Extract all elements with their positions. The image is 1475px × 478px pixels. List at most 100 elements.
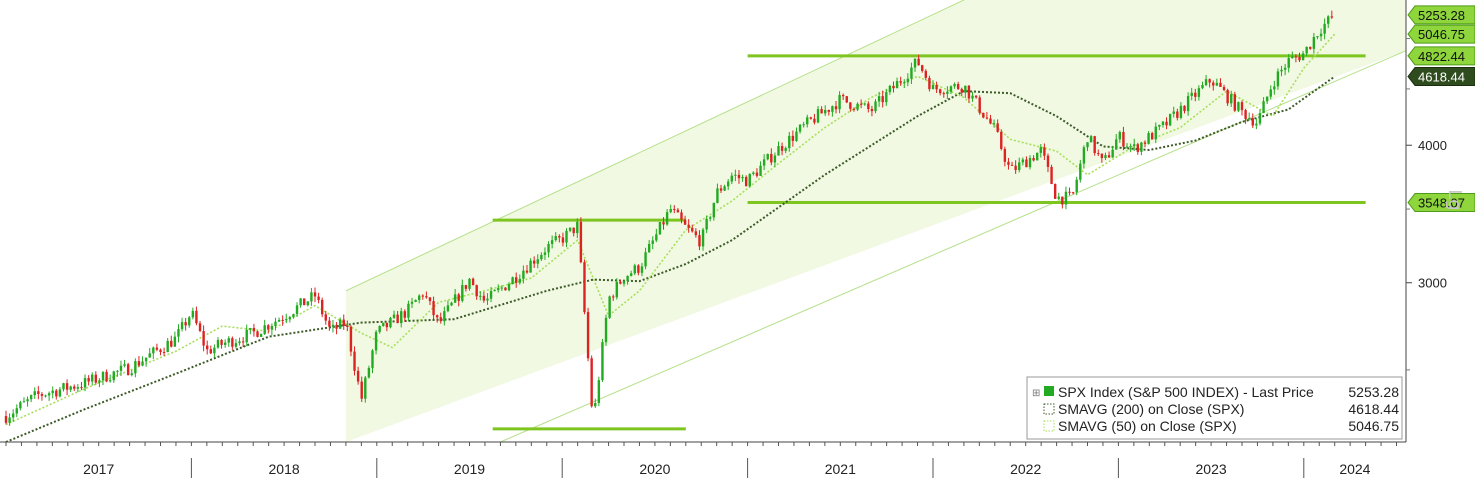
price-bar-body: [1258, 113, 1262, 124]
price-bar-body: [1230, 94, 1233, 104]
legend: ⊞ SPX Index (S&P 500 INDEX) - Last Price…: [1026, 376, 1403, 440]
x-tick-label: 2023: [1196, 461, 1227, 477]
price-bar-body: [1287, 58, 1290, 68]
price-bar-body: [497, 288, 500, 291]
price-bar-body: [493, 290, 496, 292]
price-bar-body: [780, 146, 784, 151]
price-bar-body: [841, 94, 845, 97]
price-bar-body: [4, 416, 8, 423]
price-bar-body: [1046, 155, 1050, 167]
price-bar-body: [1298, 56, 1301, 61]
price-bar-body: [1111, 149, 1114, 158]
price-bar-body: [1061, 196, 1064, 205]
price-bar-body: [748, 173, 751, 187]
price-bar-body: [701, 229, 705, 247]
price-bar-body: [184, 322, 187, 326]
price-bar-body: [241, 341, 245, 343]
price-bar-body: [1240, 102, 1244, 111]
price-bar-body: [568, 227, 572, 231]
price-bar-body: [346, 325, 349, 327]
price-bar-body: [98, 380, 101, 383]
price-bar-body: [576, 221, 579, 234]
price-bar-body: [1028, 158, 1032, 168]
price-bar-body: [644, 252, 647, 267]
price-bar-body: [1133, 144, 1136, 146]
log-scale-label: Lg: [1444, 189, 1465, 210]
legend-swatch-price: [1044, 386, 1054, 396]
sma200-line: [5, 75, 1336, 442]
price-bar-body: [953, 84, 956, 87]
y-tick-label: 4000: [1418, 138, 1447, 153]
price-bar-body: [227, 338, 230, 343]
price-bar-body: [1007, 161, 1010, 165]
price-bar-body: [1244, 110, 1247, 120]
price-bar-body: [1219, 82, 1222, 88]
price-bar-body: [364, 377, 367, 399]
price-bar-body: [788, 135, 791, 149]
price-bar-body: [770, 153, 773, 163]
price-bar-body: [655, 234, 658, 241]
price-bar-body: [640, 266, 644, 273]
price-bar-body: [425, 296, 428, 298]
price-bar-body: [518, 278, 522, 283]
price-bar-body: [694, 231, 698, 236]
price-bar-body: [367, 367, 371, 378]
price-bar-body: [1269, 89, 1272, 97]
price-bar-body: [924, 70, 928, 78]
price-bar-body: [816, 109, 820, 123]
price-bar-body: [913, 58, 917, 68]
price-bar-body: [414, 300, 417, 302]
price-bar-body: [1301, 53, 1305, 61]
price-bar-body: [407, 303, 410, 318]
x-tick-label: 2017: [83, 461, 114, 477]
price-bar-body: [784, 148, 787, 151]
price-bar-body: [1204, 79, 1208, 86]
channel-lower-line: [500, 50, 1406, 442]
price-bar-body: [938, 89, 942, 94]
price-bar-body: [396, 314, 399, 324]
price-bars: [4, 10, 1334, 426]
price-tag-label: 5253.28: [1418, 8, 1465, 23]
price-bar-body: [1147, 133, 1150, 144]
price-bar-body: [996, 123, 999, 132]
price-bar-body: [1319, 33, 1323, 37]
price-bar-body: [619, 281, 622, 284]
price-bar-body: [489, 291, 493, 299]
price-bar-body: [482, 295, 486, 301]
price-bar-body: [11, 413, 15, 418]
price-bar-body: [400, 311, 403, 324]
price-bar-body: [403, 311, 407, 318]
price-bar-body: [432, 301, 435, 316]
price-bar-body: [766, 153, 769, 160]
price-bar-body: [1273, 86, 1276, 90]
price-bar-body: [511, 277, 514, 285]
price-bar-body: [1190, 92, 1193, 97]
price-bar-body: [1215, 82, 1219, 86]
price-bar-body: [19, 402, 22, 409]
price-bar-body: [148, 353, 151, 358]
price-bar-body: [435, 315, 439, 318]
price-bar-body: [1107, 155, 1111, 158]
price-bar-body: [475, 285, 478, 297]
price-bar-body: [895, 81, 899, 89]
x-tick-label: 2019: [454, 461, 485, 477]
price-bar-body: [1172, 111, 1175, 114]
price-bar-body: [759, 165, 762, 176]
y-axis-ticks: 3000 4000: [1406, 38, 1447, 371]
price-bar-body: [374, 331, 378, 351]
price-bar-body: [439, 317, 442, 322]
x-tick-label: 2024: [1339, 461, 1370, 477]
price-bar-body: [270, 326, 274, 330]
price-bar-body: [964, 85, 967, 93]
price-bar-body: [863, 103, 866, 105]
price-bar-body: [417, 295, 421, 301]
price-bar-body: [687, 224, 690, 228]
price-bar-body: [813, 118, 816, 123]
price-bar-body: [838, 94, 841, 110]
price-bar-body: [306, 301, 310, 306]
price-bar-body: [281, 319, 284, 321]
price-bar-body: [87, 378, 90, 382]
price-bar-body: [1057, 196, 1060, 199]
price-bar-body: [967, 85, 971, 99]
